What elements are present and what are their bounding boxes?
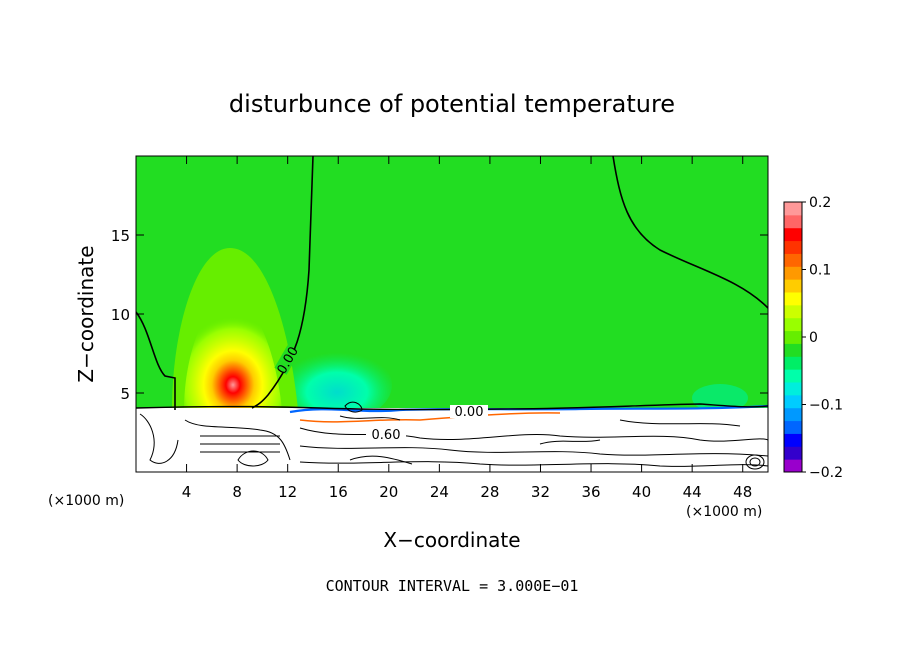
plot-area: 0.00 0.00 0.60: [136, 156, 768, 472]
colorbar-swatch: [784, 382, 802, 396]
x-tick-label: 28: [480, 483, 499, 501]
x-tick-label: 8: [232, 483, 242, 501]
y-axis: 5 10 15: [111, 227, 768, 403]
footer-text: CONTOUR INTERVAL = 3.000E−01: [326, 577, 579, 595]
boundary-edge-orange: [299, 412, 561, 423]
colorbar-swatch: [784, 214, 802, 229]
x-tick-label: 32: [531, 483, 550, 501]
x-tick-label: 20: [379, 483, 398, 501]
boundary-layer: [136, 408, 768, 472]
x-tick-label: 16: [329, 483, 348, 501]
colorbar-tick-label: 0.1: [809, 263, 831, 279]
colorbar-swatch: [784, 317, 802, 332]
colorbar-swatch: [784, 240, 802, 254]
colorbar-swatch: [784, 369, 802, 383]
zero-contour-left: [136, 311, 176, 410]
warm-anomaly: [184, 296, 282, 410]
zero-contour-right: [612, 156, 768, 309]
y-axis-label: Z−coordinate: [74, 245, 98, 382]
colorbar-swatch: [784, 202, 802, 216]
colorbar-tick-label: −0.1: [809, 398, 843, 414]
colorbar-swatch: [784, 343, 802, 357]
x-tick-label: 4: [182, 483, 192, 501]
zero-contour-middle: [251, 156, 314, 409]
colorbar-tick-label: −0.2: [809, 465, 843, 481]
colorbar-swatch: [784, 266, 802, 280]
colorbar-swatch: [784, 253, 802, 267]
contour-label: 0.60: [372, 428, 401, 443]
x-unit-right: (×1000 m): [686, 504, 762, 520]
x-tick-label: 12: [278, 483, 297, 501]
x-tick-label: 40: [632, 483, 651, 501]
cool-anomaly: [282, 349, 392, 421]
colorbar-swatch: [784, 304, 802, 319]
x-axis-label: X−coordinate: [383, 528, 520, 552]
x-tick-label: 24: [430, 483, 449, 501]
x-unit-left: (×1000 m): [48, 493, 124, 509]
x-tick-label: 44: [683, 483, 702, 501]
y-tick-label: 10: [111, 306, 130, 324]
colorbar-swatch: [784, 446, 802, 460]
colorbar-swatch: [784, 407, 802, 422]
colorbar-tick-label: 0: [809, 330, 818, 346]
x-axis: 4 8 12 16 20 24 28 32 36 40 44 48: [182, 156, 752, 501]
colorbar-swatch: [784, 292, 802, 306]
x-tick-label: 48: [733, 483, 752, 501]
chart-title: disturbunce of potential temperature: [229, 90, 675, 118]
y-tick-label: 15: [111, 227, 130, 245]
colorbar: 0.2 0.1 0 −0.1 −0.2: [783, 195, 843, 481]
contour-label: 0.00: [455, 405, 484, 420]
colorbar-swatch: [784, 330, 802, 344]
colorbar-swatch: [784, 433, 802, 447]
colorbar-swatch: [784, 394, 802, 409]
colorbar-swatch: [784, 459, 802, 473]
y-tick-label: 5: [120, 385, 130, 403]
x-tick-label: 36: [581, 483, 600, 501]
colorbar-swatch: [784, 279, 802, 293]
colorbar-tick-label: 0.2: [809, 195, 831, 211]
colorbar-swatch: [784, 420, 802, 434]
colorbar-swatch: [784, 356, 802, 370]
colorbar-swatch: [784, 227, 802, 242]
boundary-contours: [139, 401, 768, 470]
